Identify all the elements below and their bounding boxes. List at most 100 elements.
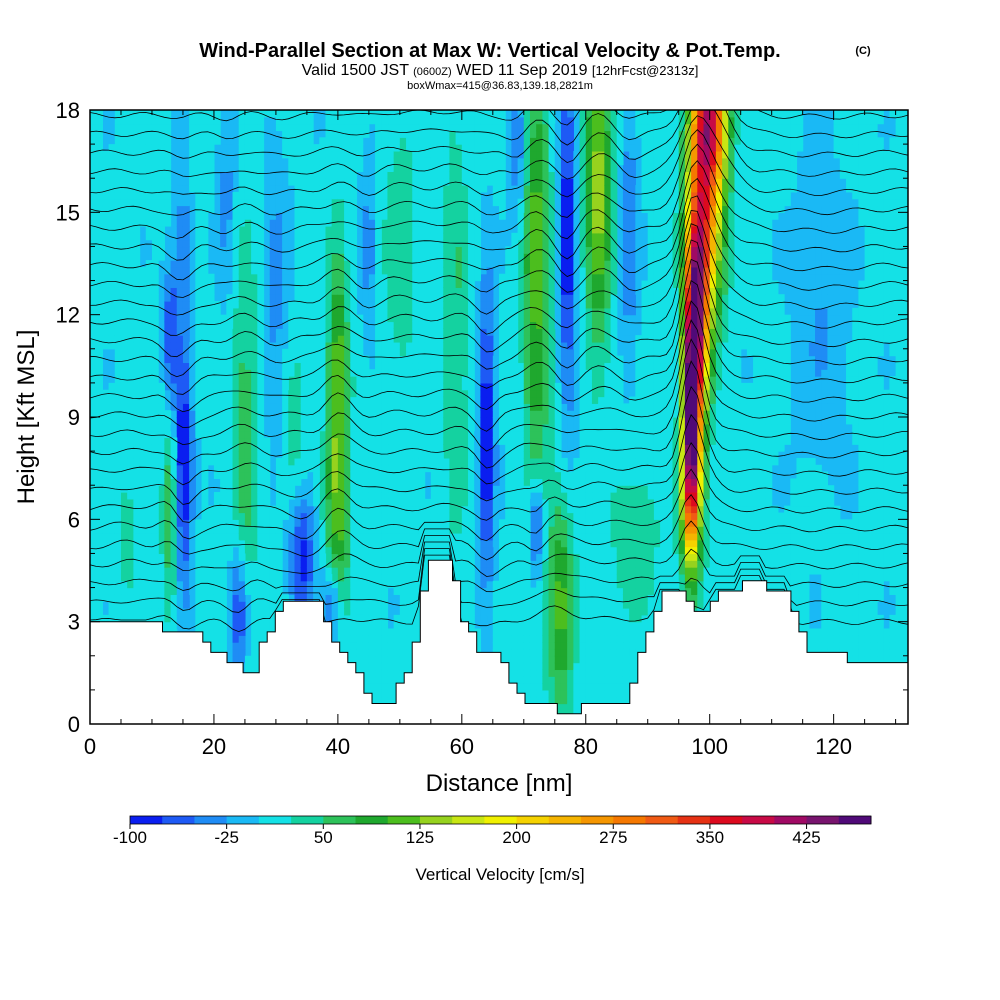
velocity-cell <box>306 567 314 575</box>
velocity-cell <box>616 539 624 548</box>
velocity-cell <box>406 376 413 384</box>
velocity-cell <box>244 444 252 452</box>
velocity-cell <box>536 171 543 179</box>
velocity-cell <box>344 144 351 152</box>
velocity-cell <box>567 355 574 364</box>
velocity-cell <box>337 171 345 179</box>
velocity-cell <box>585 260 593 268</box>
velocity-cell <box>554 137 562 145</box>
velocity-cell <box>492 532 500 541</box>
velocity-cell <box>641 430 649 439</box>
velocity-cell <box>709 116 717 125</box>
velocity-cell <box>715 376 723 384</box>
velocity-cell <box>368 212 376 220</box>
velocity-cell <box>337 294 345 302</box>
velocity-cell <box>437 137 444 145</box>
velocity-cell <box>269 280 277 288</box>
velocity-cell <box>300 553 308 561</box>
velocity-cell <box>585 417 593 425</box>
velocity-cell <box>697 526 705 534</box>
velocity-cell <box>579 594 587 602</box>
velocity-cell <box>90 478 97 486</box>
velocity-cell <box>517 321 525 329</box>
velocity-cell <box>90 376 97 384</box>
velocity-cell <box>697 328 705 336</box>
velocity-cell <box>170 355 178 364</box>
velocity-cell <box>406 382 413 391</box>
velocity-cell <box>251 205 258 213</box>
velocity-cell <box>715 410 723 418</box>
velocity-cell <box>263 341 271 350</box>
velocity-cell <box>251 253 258 261</box>
velocity-cell <box>709 266 717 275</box>
velocity-cell <box>672 116 680 125</box>
velocity-cell <box>672 164 680 172</box>
velocity-cell <box>443 287 451 295</box>
velocity-cell <box>722 144 729 152</box>
velocity-cell <box>827 260 835 268</box>
velocity-cell <box>232 642 240 650</box>
velocity-cell <box>604 273 612 282</box>
velocity-cell <box>529 260 537 268</box>
velocity-cell <box>244 526 252 534</box>
velocity-cell <box>635 457 643 466</box>
velocity-cell <box>176 219 184 227</box>
velocity-cell <box>684 116 692 125</box>
velocity-cell <box>90 594 97 602</box>
velocity-cell <box>176 430 184 439</box>
velocity-cell <box>517 498 525 507</box>
velocity-cell <box>232 628 240 636</box>
velocity-cell <box>653 478 661 486</box>
velocity-cell <box>344 178 351 186</box>
velocity-cell <box>660 519 667 527</box>
velocity-cell <box>486 410 494 418</box>
velocity-cell <box>449 451 457 459</box>
velocity-cell <box>331 198 339 207</box>
velocity-cell <box>629 239 636 248</box>
velocity-cell <box>660 539 667 548</box>
velocity-cell <box>703 150 711 159</box>
velocity-cell <box>331 376 339 384</box>
velocity-cell <box>96 110 103 118</box>
velocity-cell <box>449 225 457 234</box>
velocity-cell <box>672 260 680 268</box>
velocity-cell <box>641 512 649 520</box>
velocity-cell <box>139 608 147 616</box>
velocity-cell <box>251 546 258 555</box>
velocity-cell <box>672 341 680 350</box>
velocity-cell <box>672 526 680 534</box>
velocity-cell <box>158 539 165 548</box>
velocity-cell <box>672 123 680 132</box>
velocity-cell <box>672 553 680 561</box>
velocity-cell <box>560 403 568 411</box>
velocity-cell <box>629 573 636 582</box>
velocity-cell <box>691 410 698 418</box>
velocity-cell <box>622 580 630 589</box>
velocity-cell <box>585 171 593 179</box>
velocity-cell <box>344 355 351 364</box>
velocity-cell <box>548 532 556 541</box>
velocity-cell <box>672 519 680 527</box>
velocity-cell <box>244 389 252 398</box>
velocity-cell <box>660 444 667 452</box>
velocity-cell <box>226 437 234 445</box>
velocity-cell <box>560 116 568 125</box>
chart-title: Wind-Parallel Section at Max W: Vertical… <box>199 40 780 62</box>
velocity-cell <box>263 253 271 261</box>
velocity-cell <box>715 260 723 268</box>
velocity-cell <box>387 451 395 459</box>
velocity-cell <box>189 546 196 555</box>
velocity-cell <box>536 314 543 323</box>
velocity-cell <box>585 396 593 404</box>
velocity-cell <box>591 403 599 411</box>
velocity-cell <box>331 185 339 193</box>
velocity-cell <box>282 232 289 241</box>
velocity-cell <box>610 532 618 541</box>
velocity-cell <box>443 198 451 207</box>
velocity-cell <box>573 335 581 343</box>
velocity-cell <box>300 580 308 589</box>
velocity-cell <box>393 164 401 172</box>
velocity-cell <box>554 580 562 589</box>
velocity-cell <box>573 178 581 186</box>
velocity-cell <box>610 150 618 159</box>
